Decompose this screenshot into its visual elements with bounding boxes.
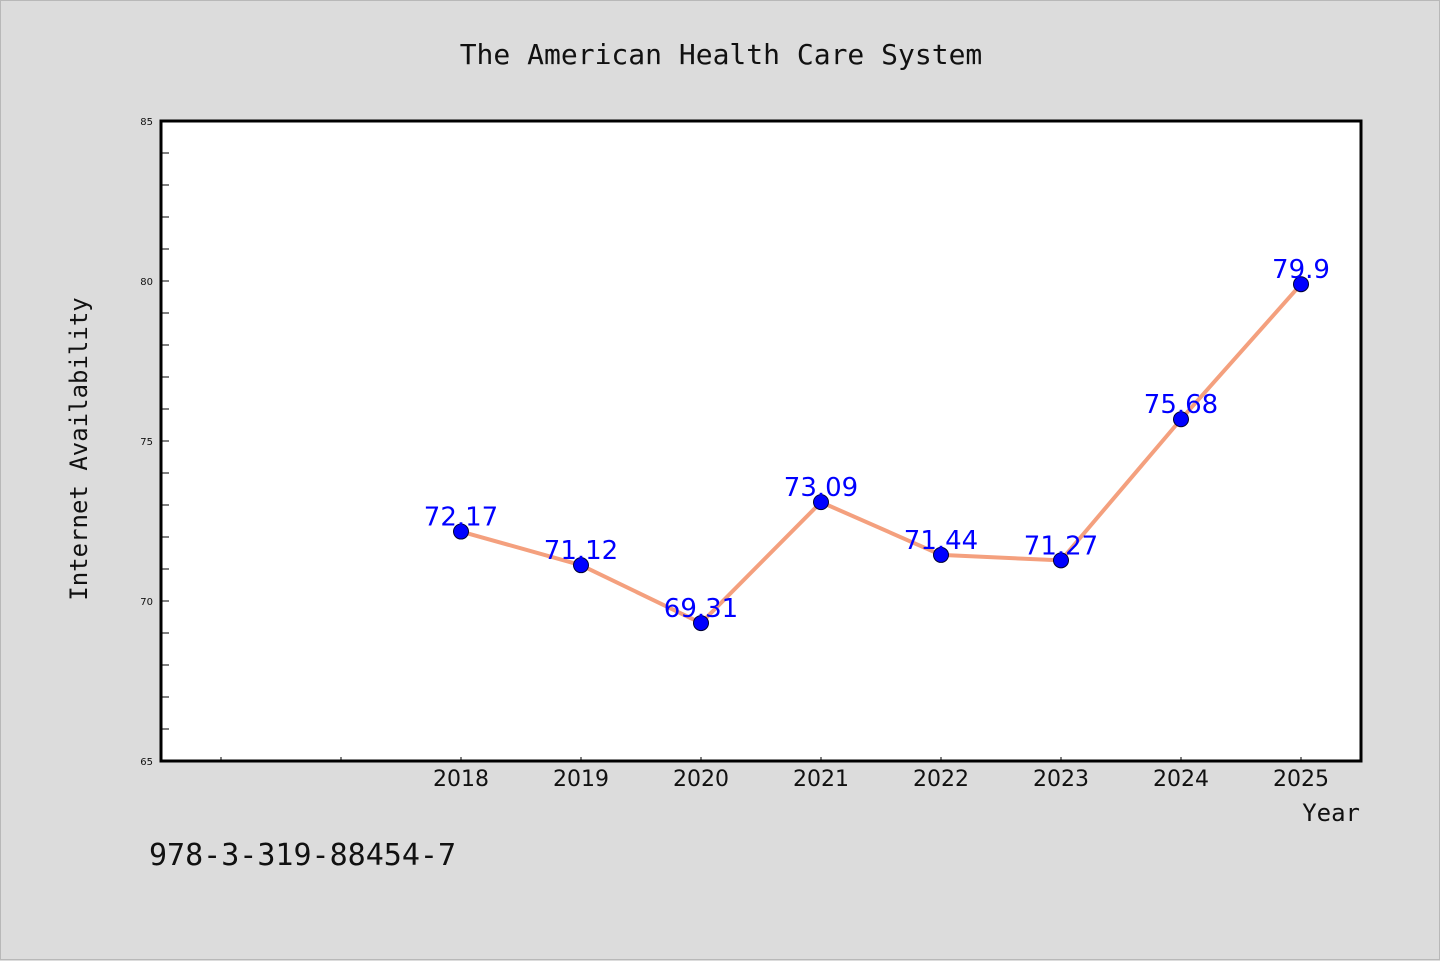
data-point <box>1293 276 1309 293</box>
series-line <box>460 282 1303 626</box>
y-tick-label: 70 <box>140 597 153 608</box>
data-point <box>1053 552 1069 569</box>
y-tick-label: 65 <box>140 757 153 768</box>
x-tick-label: 2019 <box>553 767 609 792</box>
data-label: 79.9 <box>1272 255 1330 285</box>
x-tick-label: 2020 <box>673 767 729 792</box>
chart-title: The American Health Care System <box>460 38 983 71</box>
x-axis: 2018 2019 2020 2021 2022 2023 2024 2025 <box>220 757 1329 792</box>
x-tick-label: 2022 <box>913 767 969 792</box>
x-tick-label: 2018 <box>433 767 489 792</box>
x-tick-label: 2024 <box>1153 767 1209 792</box>
data-label: 75.68 <box>1144 390 1218 420</box>
data-point <box>573 557 589 574</box>
data-labels: 72.17 71.12 69.31 73.09 71.44 71.27 75.68 79.9 <box>424 255 1330 624</box>
data-point <box>693 615 709 632</box>
data-point <box>933 546 949 563</box>
y-tick-label: 75 <box>140 437 153 448</box>
data-point <box>453 523 469 540</box>
x-tick-label: 2025 <box>1273 767 1329 792</box>
data-label: 71.27 <box>1024 531 1098 561</box>
data-label: 73.09 <box>784 473 858 503</box>
data-point <box>813 494 829 511</box>
data-point <box>1173 411 1189 428</box>
x-tick-label: 2021 <box>793 767 849 792</box>
data-label: 71.12 <box>544 536 618 566</box>
data-label: 69.31 <box>664 594 738 624</box>
y-tick-label: 80 <box>140 277 153 288</box>
plot-area <box>159 119 1363 763</box>
x-axis-label: Year <box>1302 799 1360 827</box>
y-axis-label: Internet Availability <box>65 297 93 600</box>
series-markers <box>453 276 1309 632</box>
y-axis: 65 70 75 80 85 <box>140 117 169 768</box>
y-tick-label: 85 <box>140 117 153 128</box>
isbn-text: 978-3-319-88454-7 <box>149 838 456 873</box>
x-tick-label: 2023 <box>1033 767 1089 792</box>
data-label: 71.44 <box>904 526 978 556</box>
data-label: 72.17 <box>424 503 498 533</box>
